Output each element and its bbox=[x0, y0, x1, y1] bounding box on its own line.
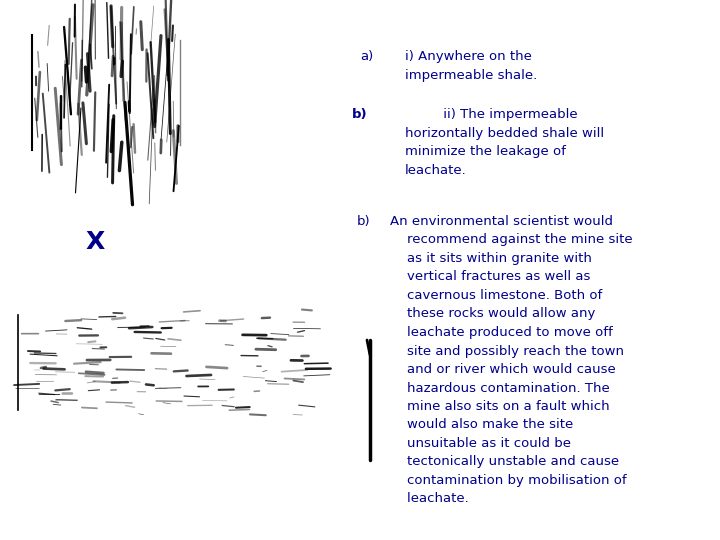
Text: a): a) bbox=[360, 50, 373, 63]
Text: i) Anywhere on the
impermeable shale.: i) Anywhere on the impermeable shale. bbox=[405, 50, 537, 82]
Text: ii) The impermeable
horizontally bedded shale will
minimize the leakage of
leach: ii) The impermeable horizontally bedded … bbox=[405, 108, 604, 177]
Text: An environmental scientist would
    recommend against the mine site
    as it s: An environmental scientist would recomme… bbox=[390, 215, 633, 505]
Text: X: X bbox=[86, 230, 104, 254]
Text: b): b) bbox=[357, 215, 371, 228]
Text: b): b) bbox=[352, 108, 368, 121]
